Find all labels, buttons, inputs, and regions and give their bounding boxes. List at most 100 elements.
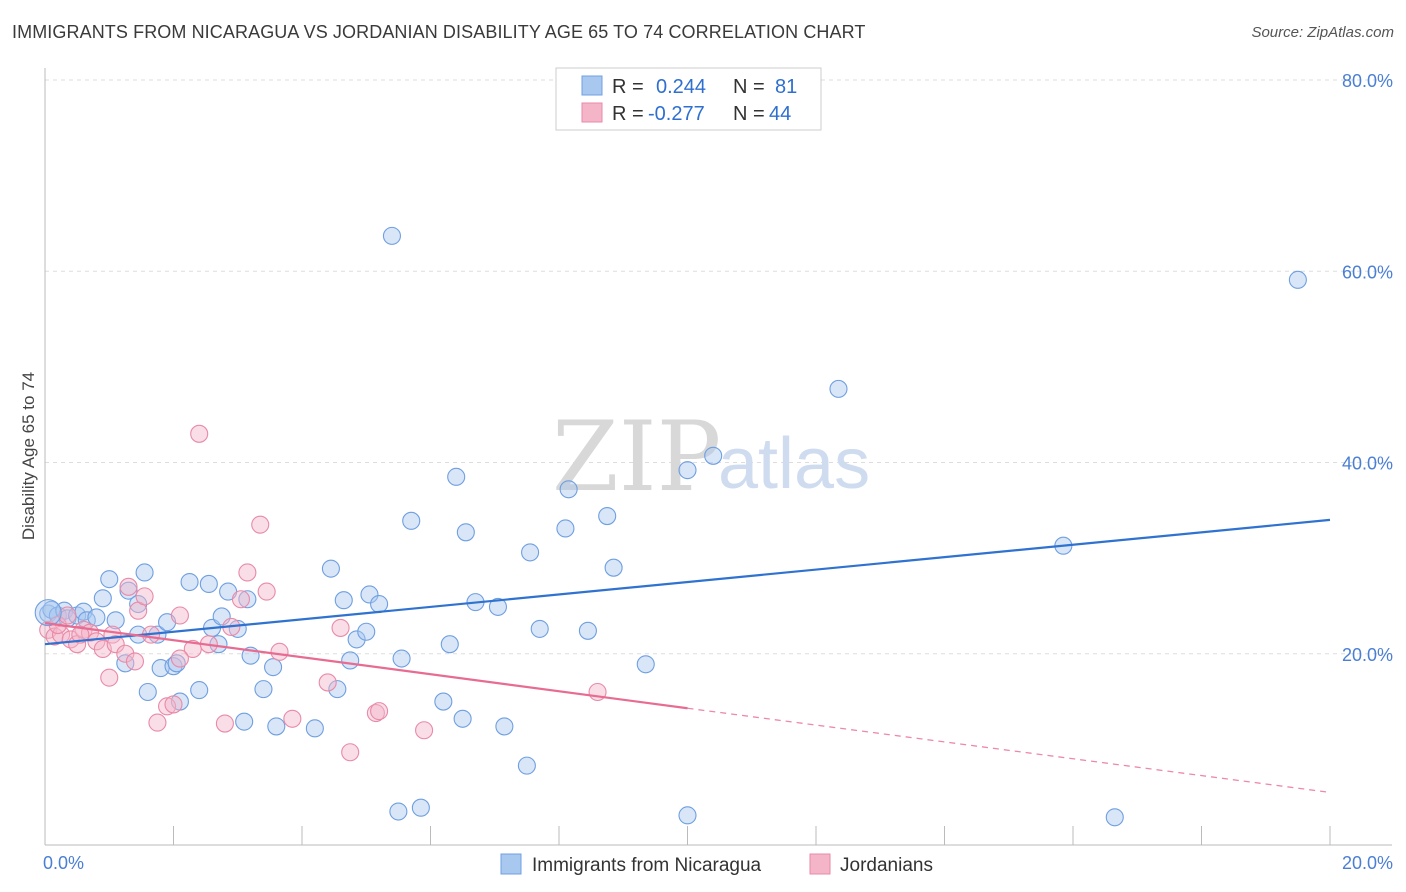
nicaragua-point [517,756,536,775]
nicaragua-point [106,611,125,630]
source-label: Source: ZipAtlas.com [1251,24,1394,41]
nicaragua-point [604,558,623,577]
bottom-legend: Immigrants from Nicaragua Jordanians [500,853,933,876]
jordanian-point [119,577,138,596]
jordanian-point [257,582,276,601]
nicaragua-point [578,621,597,640]
jordanian-point [251,515,270,534]
legend-r-value: -0.277 [648,103,705,125]
nicaragua-point [138,682,157,702]
legend-r-label: R = [612,103,644,125]
jordanian-point [370,702,389,721]
jordanian-point [231,590,251,609]
nicaragua-point [119,581,138,600]
nicaragua-point [530,619,549,638]
nicaragua-point [636,655,655,674]
nicaragua-point [321,559,340,578]
nicaragua-point [199,574,218,593]
nicaragua-point [521,543,540,562]
data-points [34,226,1307,827]
nicaragua-point [341,651,360,670]
nicaragua-point [254,680,273,699]
legend-n-value: 81 [775,76,797,98]
jordanian-point [71,625,90,644]
y-tick-label: 40.0% [1342,454,1393,474]
jordanian-point [341,743,360,762]
nicaragua-point [434,692,453,711]
nicaragua-point [238,590,257,609]
nicaragua-point [453,709,472,728]
nicaragua-point [559,480,578,499]
jordanian-point [415,721,434,740]
jordanian-point [170,649,189,668]
nicaragua-point [129,594,148,614]
nicaragua-point [392,649,411,668]
nicaragua-trend-line [44,518,1331,646]
jordanian-point [148,713,167,732]
bottom-legend-label-jordanians: Jordanians [840,855,933,876]
nicaragua-point [440,635,459,654]
jordanian-point [270,642,289,661]
y-axis-label: Disability Age 65 to 74 [19,372,38,540]
jordanian-point [106,635,125,654]
nicaragua-point [556,519,575,538]
jordanian-point [125,652,144,671]
nicaragua-point [264,658,283,677]
jordanian-point [190,424,209,443]
nicaragua-point [235,712,254,731]
x-tick-label: 0.0% [43,853,84,873]
nicaragua-point [34,599,62,627]
jordanian-trend-line [44,622,688,710]
legend-n-label: N = [733,103,765,125]
nicaragua-point [598,506,617,526]
nicaragua-point [1288,270,1307,289]
jordanian-point [58,606,77,625]
nicaragua-point [100,570,119,589]
jordanian-point [164,695,183,714]
y-tick-label: 80.0% [1342,71,1393,91]
bottom-legend-swatch-pink [809,853,831,875]
nicaragua-point [180,572,199,592]
legend-r-value: 0.244 [656,76,706,98]
axes [44,68,1392,846]
legend-n-value: 44 [769,103,791,125]
nicaragua-point [360,585,379,604]
jordanian-point [366,703,385,723]
jordanian-point [318,673,337,692]
watermark-zip: ZIP [552,401,721,513]
nicaragua-point [334,591,353,610]
chart-title: IMMIGRANTS FROM NICARAGUA VS JORDANIAN D… [12,22,866,42]
nicaragua-point [704,446,723,465]
nicaragua-point [447,467,466,486]
nicaragua-point [402,511,421,530]
nicaragua-point [167,654,186,673]
nicaragua-point [370,594,389,614]
nicaragua-point [164,657,183,676]
nicaragua-point [1105,808,1124,827]
trend-lines [44,518,1331,794]
legend-r-label: R = [612,76,644,98]
nicaragua-point [411,798,430,817]
tick-labels: 20.0% 40.0% 60.0% 80.0% 0.0% 20.0% [43,71,1393,873]
x-tick-label: 20.0% [1342,853,1393,873]
legend-swatch-blue [581,75,603,96]
nicaragua-point [488,597,508,616]
watermark-atlas: atlas [718,424,870,504]
y-tick-label: 20.0% [1342,645,1393,665]
bottom-legend-label-nicaragua: Immigrants from Nicaragua [532,855,762,876]
jordanian-point [116,644,135,663]
nicaragua-point [678,461,697,480]
jordanian-point [170,606,189,625]
legend: R = 0.244 N = 81 R = -0.277 N = 44 [555,67,822,131]
nicaragua-point [190,681,209,700]
jordanian-point [135,587,154,606]
nicaragua-point [495,717,514,736]
nicaragua-point [456,523,475,542]
nicaragua-point [829,379,848,398]
nicaragua-point [305,719,324,738]
nicaragua-point [347,630,366,649]
jordanian-point [215,714,234,733]
nicaragua-point [267,717,286,736]
nicaragua-point [357,622,376,641]
bottom-legend-swatch-blue [500,853,522,875]
